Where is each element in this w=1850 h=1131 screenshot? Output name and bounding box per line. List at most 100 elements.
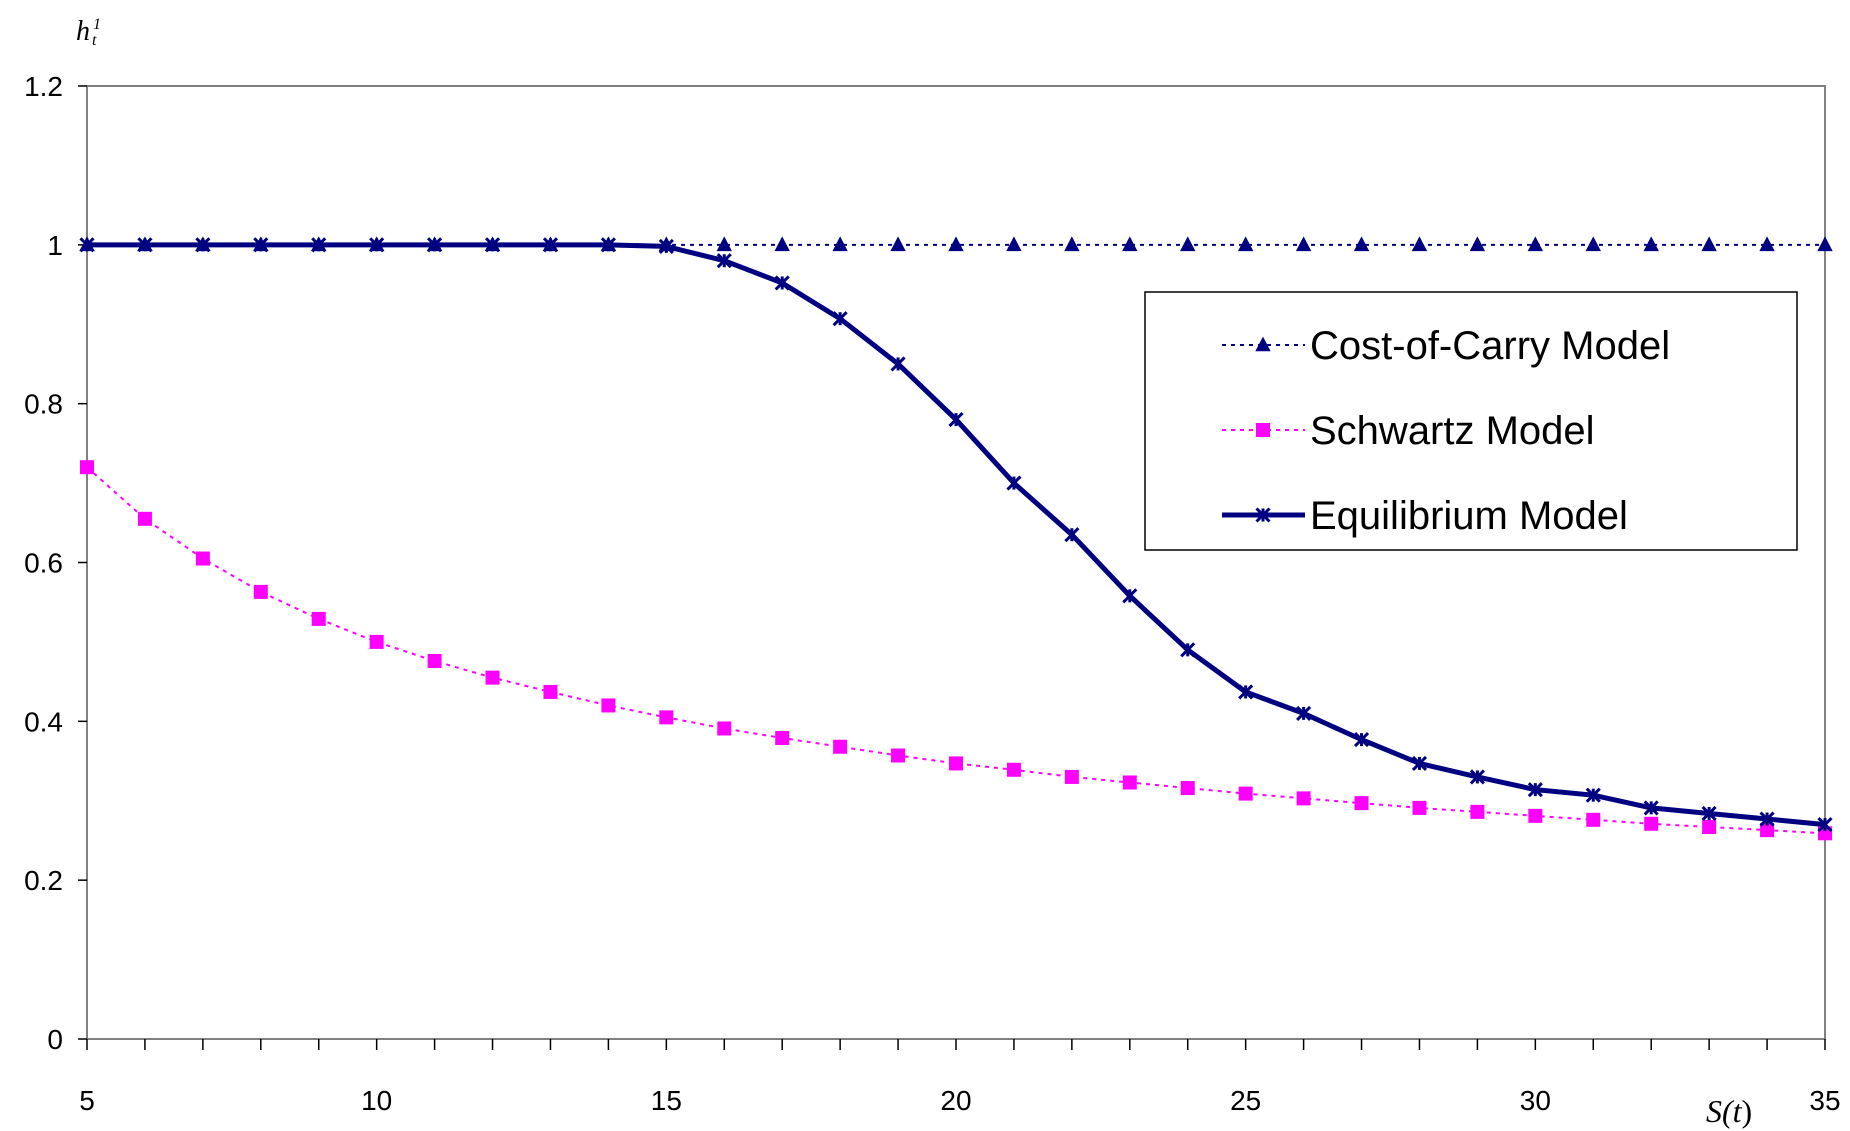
marker-star — [1122, 588, 1138, 604]
marker-square — [427, 653, 442, 668]
legend-item: Schwartz Model — [1222, 409, 1595, 453]
marker-star — [1064, 527, 1080, 543]
marker-square — [659, 710, 674, 725]
marker-star — [1701, 805, 1717, 822]
legend-label: Equilibrium Model — [1310, 494, 1628, 538]
marker-star — [427, 237, 443, 253]
x-tick-label: 25 — [1230, 1085, 1261, 1116]
marker-star — [890, 356, 906, 372]
marker-square — [195, 551, 210, 566]
marker-triangle — [1006, 236, 1022, 252]
marker-square — [1470, 804, 1485, 819]
marker-star — [948, 411, 964, 428]
marker-star — [1527, 782, 1543, 798]
legend-item: Equilibrium Model — [1222, 494, 1628, 538]
marker-triangle — [832, 236, 848, 252]
marker-triangle — [1527, 236, 1544, 252]
series-layer — [79, 236, 1833, 841]
marker-triangle — [1701, 236, 1717, 252]
marker-square — [1256, 423, 1270, 437]
marker-star — [1643, 800, 1659, 816]
marker-triangle — [1817, 236, 1833, 252]
x-axis-title-var: t — [1733, 1093, 1743, 1129]
marker-triangle — [1585, 236, 1601, 252]
marker-star — [1585, 787, 1601, 803]
marker-triangle — [1180, 236, 1196, 252]
marker-square — [1586, 812, 1601, 827]
marker-star — [369, 237, 385, 253]
marker-triangle — [1255, 336, 1271, 352]
marker-square — [1528, 808, 1543, 823]
marker-square — [891, 748, 906, 763]
marker-star — [1255, 507, 1271, 523]
marker-square — [1412, 800, 1427, 815]
y-tick-label: 0.6 — [24, 548, 63, 579]
marker-triangle — [1469, 236, 1486, 252]
marker-square — [1760, 823, 1775, 838]
y-axis-label-subscript: t — [92, 32, 97, 49]
marker-star — [774, 275, 790, 291]
y-tick-label: 1.2 — [24, 71, 63, 102]
marker-star — [716, 253, 732, 269]
y-tick-label: 0.8 — [24, 389, 63, 420]
x-tick-label: 5 — [79, 1085, 95, 1116]
marker-star — [137, 237, 153, 253]
legend-item: Cost-of-Carry Model — [1222, 324, 1670, 368]
axes: 0 0.2 0.4 0.6 0.8 1 1.2 5 10 15 20 25 30 35 — [24, 71, 1841, 1116]
marker-star — [542, 237, 559, 253]
marker-triangle — [1295, 236, 1312, 252]
marker-square — [1180, 781, 1195, 796]
marker-star — [600, 237, 616, 253]
marker-square — [485, 670, 500, 685]
marker-star — [658, 238, 674, 254]
marker-square — [1238, 786, 1253, 801]
x-tick-label: 10 — [361, 1085, 392, 1116]
marker-square — [543, 684, 558, 699]
marker-triangle — [716, 236, 732, 252]
marker-square — [1122, 775, 1137, 790]
y-tick-label: 1 — [47, 230, 63, 261]
marker-square — [601, 698, 616, 713]
y-axis-label-superscript: 1 — [93, 16, 101, 33]
marker-square — [775, 731, 790, 746]
x-axis-title-prefix: S( — [1706, 1093, 1735, 1129]
y-tick-label: 0.2 — [24, 865, 63, 896]
marker-star — [1411, 755, 1428, 771]
marker-star — [1296, 705, 1312, 721]
marker-star — [832, 311, 848, 327]
series-equilibrium-model — [79, 237, 1833, 833]
marker-triangle — [1353, 236, 1370, 252]
marker-square — [1006, 762, 1021, 777]
legend: Cost-of-Carry Model Schwartz Model Equilib… — [1222, 324, 1670, 538]
marker-triangle — [948, 236, 964, 252]
legend-label: Schwartz Model — [1310, 409, 1595, 453]
marker-square — [717, 721, 732, 736]
marker-square — [253, 584, 268, 599]
marker-triangle — [1643, 236, 1659, 252]
marker-triangle — [774, 236, 790, 252]
marker-square — [1644, 816, 1659, 831]
marker-square — [833, 739, 848, 754]
marker-triangle — [1237, 236, 1254, 252]
marker-square — [80, 460, 94, 475]
x-tick-label: 15 — [651, 1085, 682, 1116]
series-schwartz-model — [80, 460, 1832, 841]
marker-square — [311, 611, 326, 626]
marker-triangle — [1411, 236, 1428, 252]
marker-star — [484, 237, 501, 253]
marker-star — [1238, 684, 1254, 700]
marker-star — [1006, 475, 1022, 491]
x-tick-label: 20 — [940, 1085, 971, 1116]
y-tick-label: 0 — [47, 1024, 63, 1055]
marker-square — [369, 634, 384, 649]
x-tick-label: 30 — [1520, 1085, 1551, 1116]
marker-star — [1759, 811, 1775, 827]
marker-star — [79, 237, 95, 253]
marker-triangle — [1122, 236, 1138, 252]
marker-square — [949, 756, 963, 771]
legend-box — [1144, 291, 1798, 551]
legend-label: Cost-of-Carry Model — [1310, 324, 1670, 368]
marker-square — [1064, 769, 1079, 784]
x-axis-title-suffix: ) — [1742, 1093, 1753, 1129]
marker-square — [1702, 819, 1717, 834]
